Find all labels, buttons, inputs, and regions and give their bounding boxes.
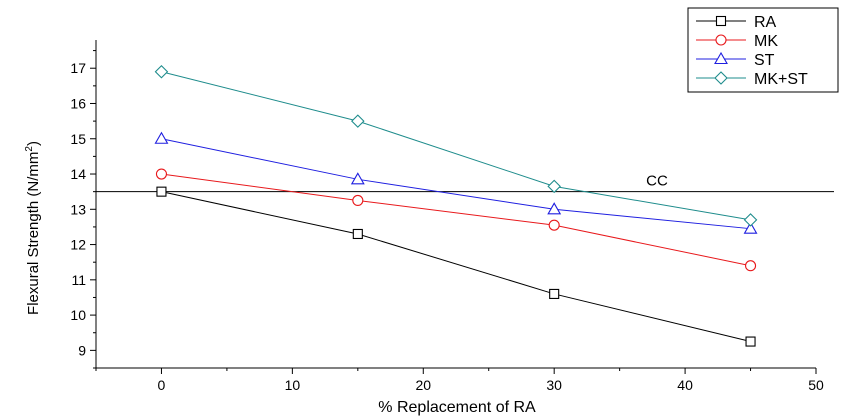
series-line — [161, 173, 751, 267]
plot-area — [154, 64, 758, 347]
legend-label: RA — [754, 14, 777, 31]
y-axis-label-superscript: 2 — [24, 146, 35, 152]
data-point — [350, 172, 365, 185]
x-tick-label: 30 — [546, 377, 562, 393]
legend-marker — [715, 34, 727, 46]
legend-entry: MK+ST — [696, 71, 808, 88]
data-point — [547, 202, 562, 215]
data-point — [547, 179, 561, 194]
data-point — [351, 114, 365, 128]
y-tick-label: 11 — [71, 272, 86, 288]
cc-label: CC — [646, 173, 668, 190]
legend-entry: MK — [696, 33, 778, 50]
legend-marker — [714, 51, 728, 65]
legend-marker — [715, 15, 727, 27]
legend-label: ST — [754, 52, 775, 69]
series-mk-st — [154, 64, 758, 227]
series-line — [161, 71, 751, 221]
data-point — [156, 186, 167, 197]
x-tick-label: 40 — [677, 377, 693, 393]
y-tick-label: 10 — [70, 307, 86, 323]
y-tick-label: 9 — [78, 342, 86, 358]
legend: RA MK ST MK+ST — [687, 7, 839, 93]
y-axis-label-close: ) — [25, 141, 42, 146]
legend-label: MK — [754, 33, 778, 50]
x-tick-label: 20 — [415, 377, 431, 393]
y-tick-label: 12 — [70, 237, 86, 253]
y-tick-label: 14 — [70, 166, 86, 182]
data-point — [154, 131, 169, 144]
data-point — [548, 219, 560, 231]
x-tick-label: 10 — [285, 377, 301, 393]
axes: 0 10 20 30 40 50 9 10 11 12 13 14 15 16 17 — [70, 40, 824, 393]
legend-entry: ST — [696, 51, 775, 69]
legend-marker — [714, 71, 728, 85]
x-axis-label: % Replacement of RA — [378, 399, 536, 416]
data-point — [154, 64, 169, 79]
data-point — [743, 213, 758, 227]
data-point — [549, 288, 560, 299]
y-axis-label: Flexural Strength (N/mm2) — [24, 141, 42, 315]
y-tick-label: 15 — [70, 131, 86, 147]
series-mk — [155, 168, 757, 272]
series-line — [161, 191, 751, 343]
reference-line: CC — [96, 173, 834, 193]
data-point — [743, 221, 758, 234]
series-ra — [156, 186, 756, 347]
data-point — [352, 194, 364, 207]
data-point — [155, 168, 168, 180]
data-point — [352, 228, 363, 240]
series-line — [161, 138, 751, 230]
data-point — [744, 260, 757, 272]
x-tick-label: 50 — [808, 377, 824, 393]
x-tick-label: 0 — [158, 377, 166, 393]
y-axis-label-main: Flexural Strength (N/mm — [25, 152, 42, 315]
series-st — [154, 131, 758, 234]
legend-label: MK+ST — [754, 71, 808, 88]
y-tick-label: 13 — [70, 201, 86, 217]
data-point — [745, 336, 756, 347]
y-tick-label: 17 — [70, 60, 86, 76]
y-tick-label: 16 — [70, 95, 86, 111]
legend-entry: RA — [696, 14, 777, 31]
